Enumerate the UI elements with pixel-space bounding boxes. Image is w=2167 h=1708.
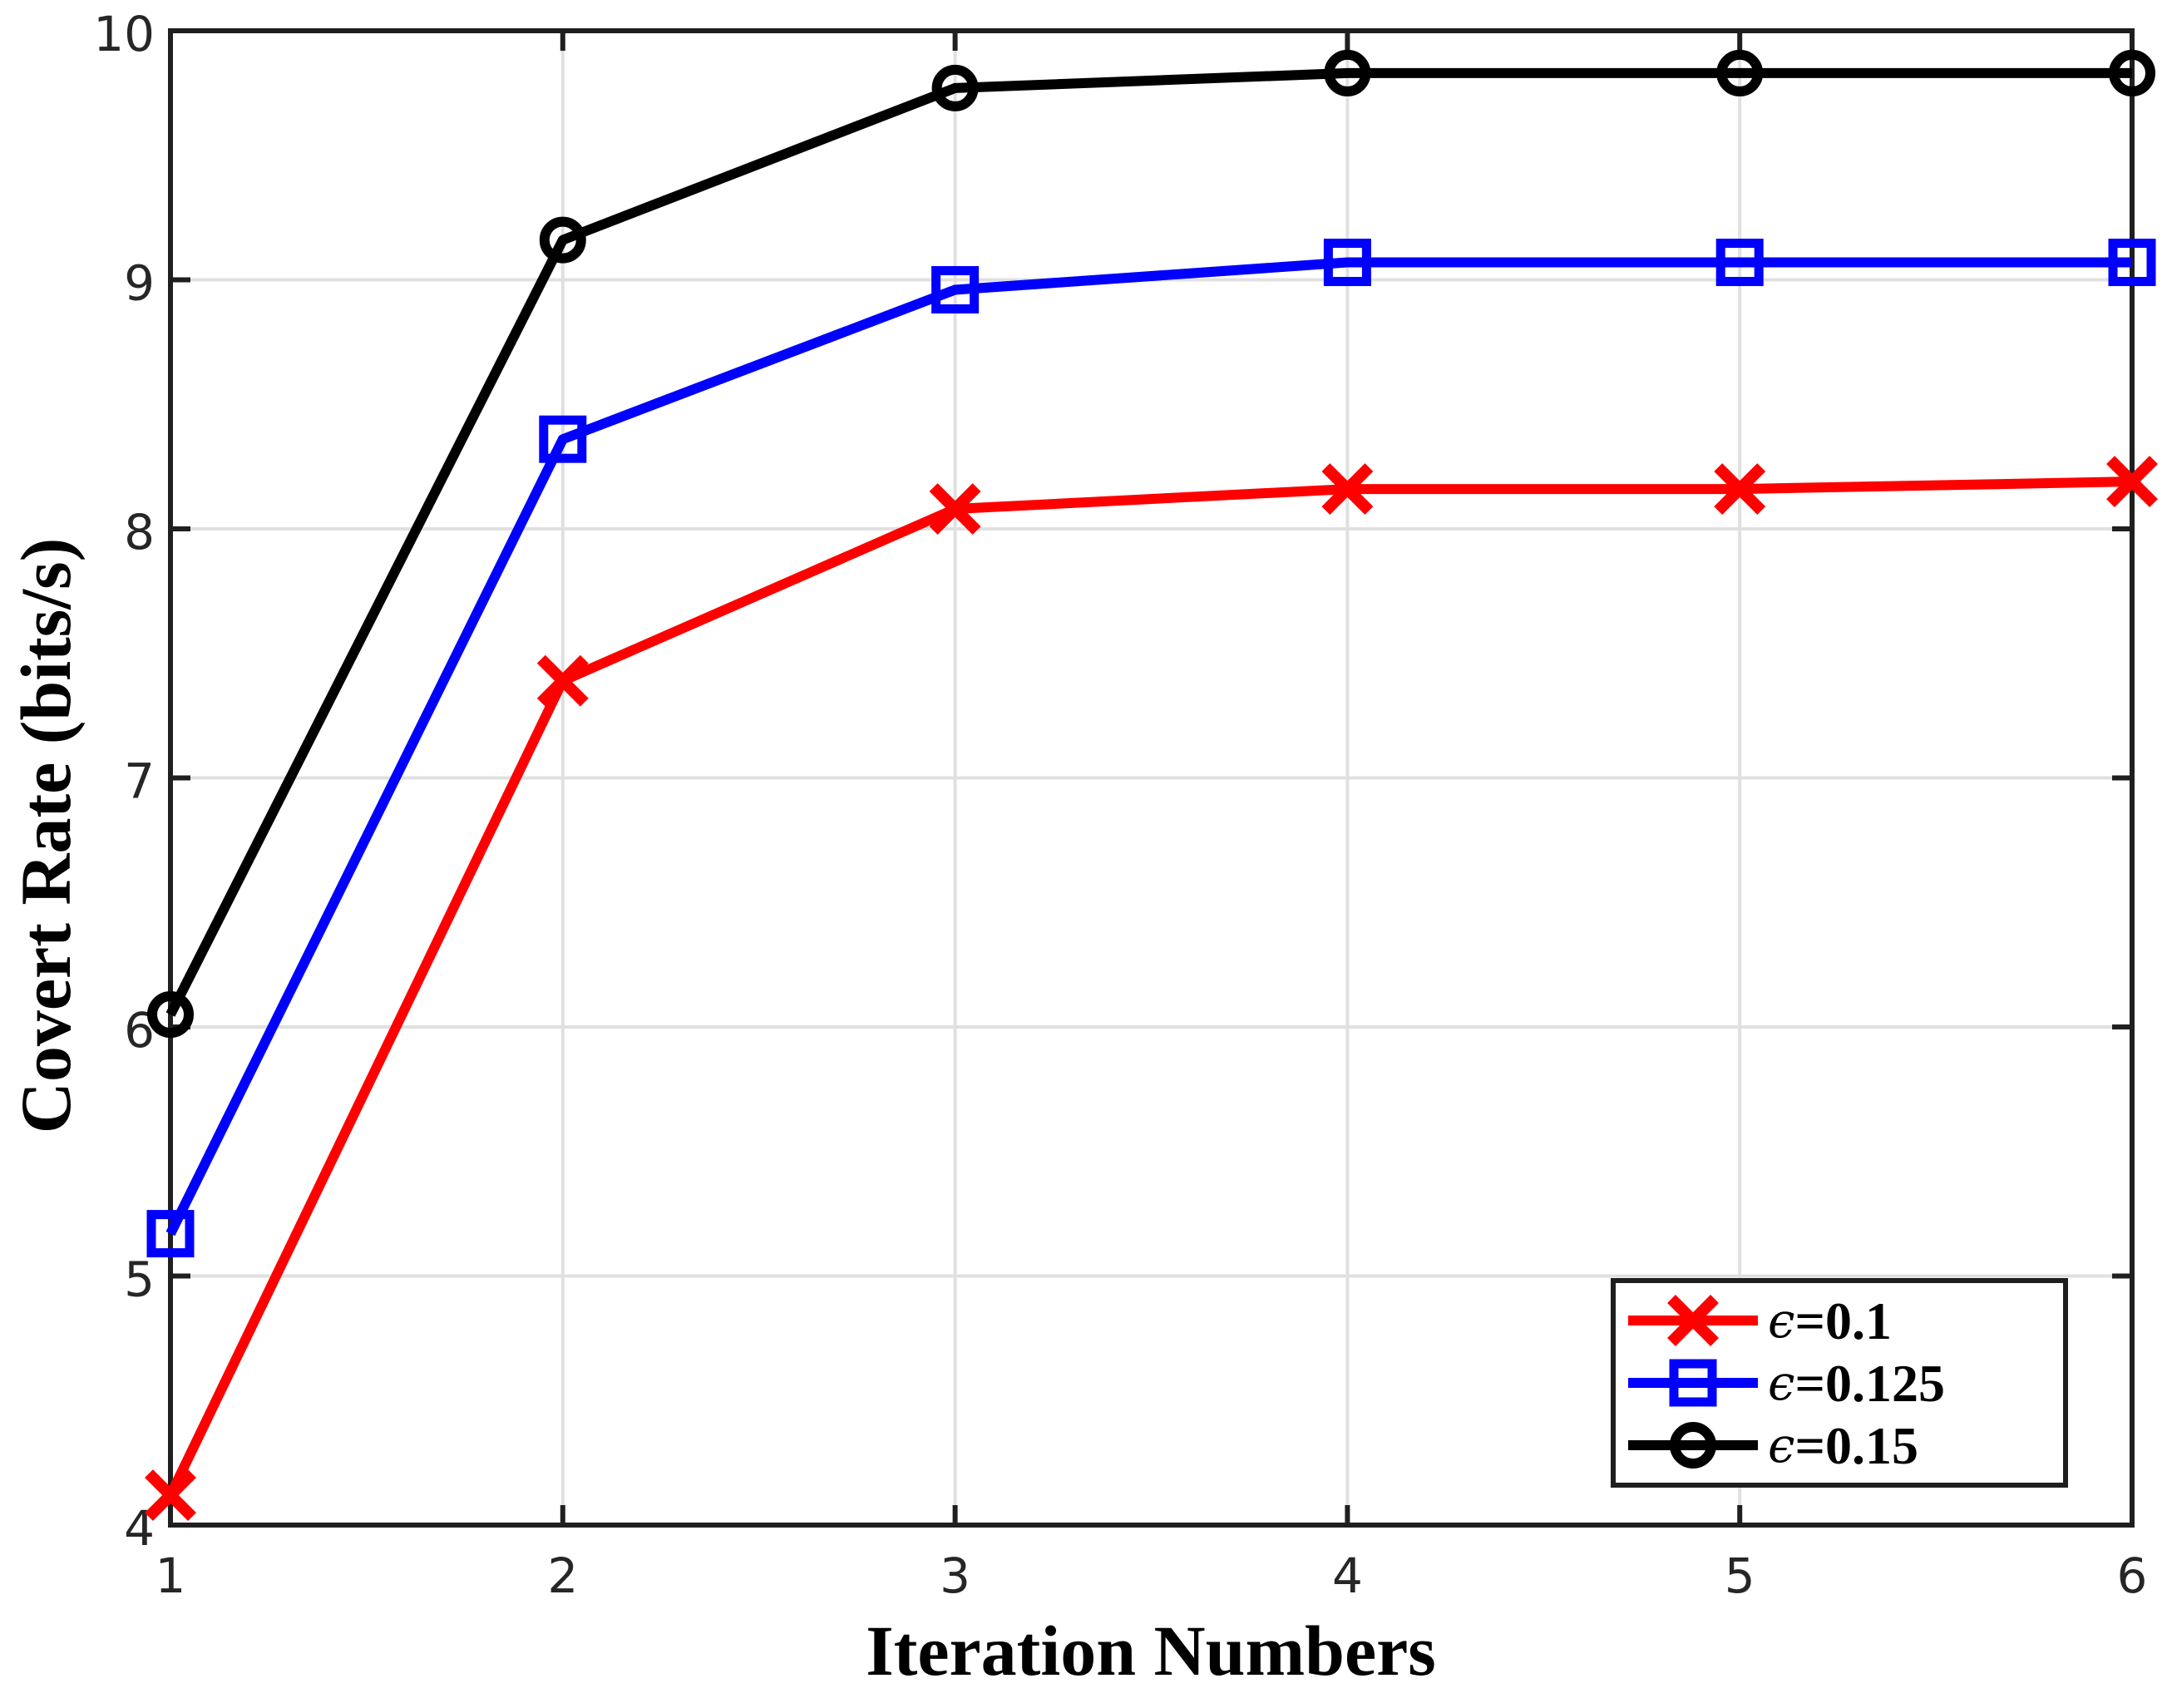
series-1-marker <box>539 415 587 463</box>
series-1-marker <box>1715 239 1764 287</box>
x-axis-title: Iteration Numbers <box>866 1611 1436 1691</box>
series-0-marker <box>1321 463 1374 516</box>
series-2-marker <box>1324 49 1371 96</box>
series-2-marker <box>539 216 586 264</box>
y-tick-label: 7 <box>124 753 155 810</box>
x-tick-label: 2 <box>547 1548 578 1604</box>
y-axis-title: Covert Rate (bits/s) <box>6 537 86 1134</box>
series-2 <box>147 49 2155 1039</box>
series-0-marker <box>1714 463 1766 516</box>
x-tick-label: 6 <box>2117 1548 2148 1604</box>
series-0 <box>145 456 2158 1522</box>
y-tick-label: 8 <box>124 504 155 560</box>
x-tick-label: 3 <box>940 1548 970 1604</box>
series-2-marker <box>147 991 194 1039</box>
series-1-marker <box>2108 239 2156 287</box>
legend-label-1: ϵ=0.125 <box>1768 1354 1945 1413</box>
series-0-marker <box>929 483 981 535</box>
series-0-marker <box>536 654 589 707</box>
tick-marks <box>168 28 2135 1528</box>
y-tick-label: 10 <box>93 6 155 62</box>
legend-label-2: ϵ=0.15 <box>1768 1416 1918 1475</box>
x-tick-label: 1 <box>155 1548 186 1604</box>
series-1-marker <box>931 265 980 313</box>
series-0-marker <box>2106 456 2158 508</box>
series-0-marker <box>145 1469 196 1522</box>
series-2-line <box>165 67 2132 1017</box>
y-tick-label: 9 <box>124 255 155 312</box>
series-1-marker <box>1323 239 1371 287</box>
series-1 <box>146 239 2156 1258</box>
series-2-marker <box>931 64 979 111</box>
x-tick-label: 4 <box>1332 1548 1363 1604</box>
series-0-line <box>165 476 2133 1498</box>
series-2-marker <box>1716 49 1764 96</box>
y-tick-label: 5 <box>124 1251 155 1308</box>
legend-sample-marker-2 <box>1670 1422 1716 1469</box>
legend-sample-marker-1 <box>1669 1359 1717 1407</box>
legend-label-0: ϵ=0.1 <box>1768 1291 1892 1350</box>
legend-sample-marker-0 <box>1667 1295 1719 1346</box>
series-1-marker <box>146 1210 195 1258</box>
x-tick-label: 5 <box>1725 1548 1755 1604</box>
series-1-line <box>165 257 2132 1237</box>
series-2-marker <box>2109 49 2155 96</box>
